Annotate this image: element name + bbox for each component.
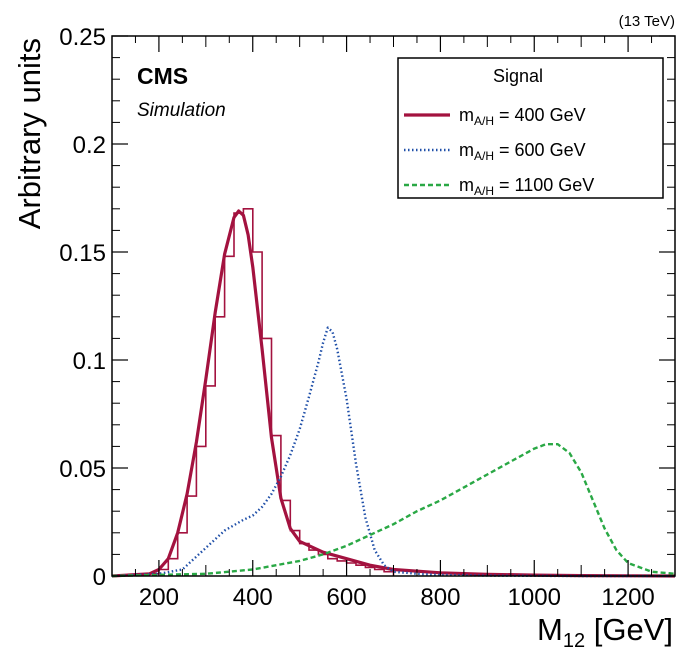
- y-tick-label: 0: [93, 564, 106, 591]
- x-ticks: 200 400 600 800 1000 1200: [111, 36, 676, 611]
- y-ticks: 0 0.05 0.1 0.15 0.2 0.25: [59, 24, 675, 591]
- x-axis-label: M12 [GeV]: [537, 612, 673, 650]
- legend-label-3: mA/H = 1100 GeV: [459, 175, 594, 198]
- cms-label: CMS: [137, 63, 188, 89]
- series-curves: [111, 208, 676, 578]
- simulation-label: Simulation: [137, 100, 226, 121]
- legend-label-1: mA/H = 400 GeV: [459, 105, 586, 128]
- y-tick-label: 0.25: [59, 24, 106, 51]
- y-axis-label: Arbitrary units: [12, 38, 47, 229]
- x-axis-label-unit: [GeV]: [585, 612, 673, 647]
- y-tick-label: 0.05: [59, 456, 106, 483]
- x-tick-label: 600: [327, 584, 367, 611]
- energy-label: (13 TeV): [619, 13, 675, 30]
- x-tick-label: 1000: [508, 584, 561, 611]
- y-tick-label: 0.1: [73, 348, 106, 375]
- legend-label-value: = 600 GeV: [494, 140, 586, 160]
- curve-series-2: [111, 326, 675, 578]
- legend-label-2: mA/H = 600 GeV: [459, 140, 586, 163]
- legend-label-subscript: A/H: [474, 114, 494, 128]
- legend-box: [397, 57, 664, 199]
- x-tick-label: 1200: [601, 584, 654, 611]
- legend-label-main: m: [459, 140, 474, 160]
- y-tick-label: 0.2: [73, 132, 106, 159]
- legend-label-value: = 400 GeV: [494, 105, 586, 125]
- legend-title: Signal: [493, 66, 543, 86]
- x-axis-label-subscript: 12: [563, 630, 585, 650]
- x-tick-label: 800: [420, 584, 460, 611]
- x-tick-label: 200: [139, 584, 179, 611]
- legend-label-main: m: [459, 175, 474, 195]
- legend-label-subscript: A/H: [474, 184, 494, 198]
- curve-series-1: [111, 209, 676, 578]
- y-tick-label: 0.15: [59, 240, 106, 267]
- histogram-series-1: [148, 208, 395, 576]
- legend-label-main: m: [459, 105, 474, 125]
- curve-series-3: [111, 443, 676, 578]
- x-axis-label-main: M: [537, 612, 563, 647]
- legend-label-value: = 1100 GeV: [494, 175, 594, 195]
- plot-frame: [111, 35, 676, 577]
- legend-label-subscript: A/H: [474, 149, 494, 163]
- x-tick-label: 400: [233, 584, 273, 611]
